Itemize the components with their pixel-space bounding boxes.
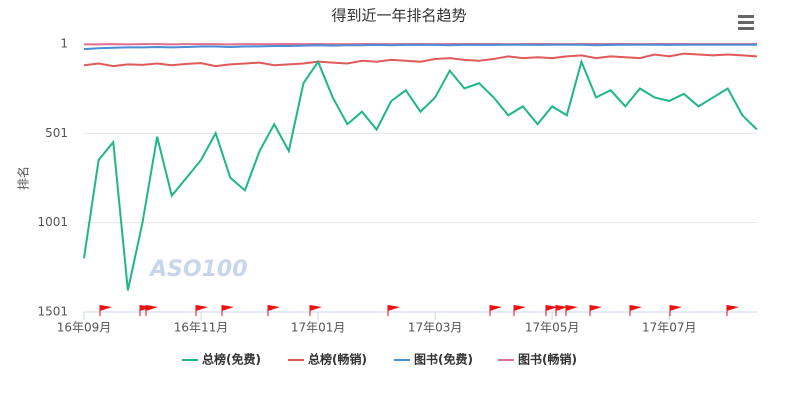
flag bbox=[514, 305, 526, 311]
y-tick-label: 1501 bbox=[37, 305, 68, 319]
legend-item[interactable]: 总榜(免费) bbox=[182, 352, 261, 367]
series-line bbox=[84, 45, 757, 49]
chart-title: 得到近一年排名趋势 bbox=[331, 7, 466, 25]
menu-bar bbox=[738, 21, 754, 24]
flag bbox=[146, 305, 158, 311]
legend-item[interactable]: 总榜(畅销) bbox=[288, 352, 367, 367]
y-tick-label: 1001 bbox=[37, 215, 68, 229]
menu-bar bbox=[738, 27, 754, 30]
legend-label: 总榜(免费) bbox=[202, 352, 261, 367]
flag bbox=[630, 305, 642, 311]
y-tick-label: 501 bbox=[45, 126, 68, 140]
flag bbox=[490, 305, 502, 311]
flag bbox=[268, 305, 280, 311]
flag bbox=[388, 305, 400, 311]
y-axis-label: 排名 bbox=[16, 166, 31, 190]
legend-label: 图书(免费) bbox=[414, 352, 473, 367]
watermark: ASO100 bbox=[148, 257, 248, 282]
x-tick-label: 17年07月 bbox=[642, 321, 697, 335]
menu-bar bbox=[738, 15, 754, 18]
flag bbox=[670, 305, 682, 311]
x-tick-label: 16年09月 bbox=[57, 321, 112, 335]
flag bbox=[727, 305, 739, 311]
x-tick-label: 16年11月 bbox=[174, 321, 229, 335]
legend-label: 图书(畅销) bbox=[518, 352, 577, 367]
flag bbox=[310, 305, 322, 311]
y-tick-label: 1 bbox=[60, 37, 68, 51]
flag bbox=[566, 305, 578, 311]
flag bbox=[222, 305, 234, 311]
flag bbox=[100, 305, 112, 311]
x-tick-label: 17年03月 bbox=[408, 321, 463, 335]
menu-icon[interactable] bbox=[738, 15, 754, 30]
x-tick-label: 17年01月 bbox=[291, 321, 346, 335]
legend-item[interactable]: 图书(免费) bbox=[394, 352, 473, 367]
flag bbox=[590, 305, 602, 311]
legend-item[interactable]: 图书(畅销) bbox=[498, 352, 577, 367]
series-line bbox=[84, 54, 757, 67]
flag bbox=[196, 305, 208, 311]
x-tick-label: 17年05月 bbox=[525, 321, 580, 335]
legend-label: 总榜(畅销) bbox=[308, 352, 367, 367]
